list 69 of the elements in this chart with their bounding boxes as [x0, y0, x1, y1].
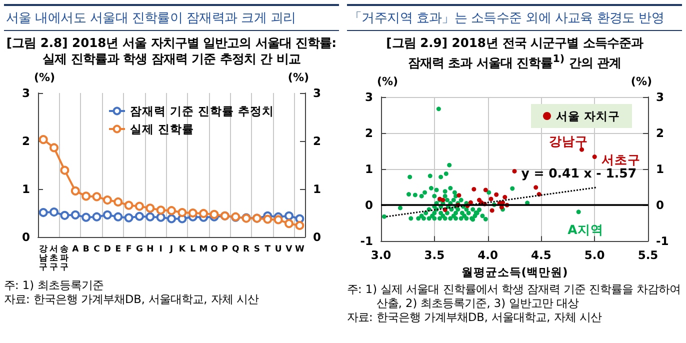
text: 자료: 한국은행 가계부채DB, 서울대학교, 자체 시산	[347, 311, 603, 326]
annotation: A지역	[568, 222, 604, 238]
x-tick-label: F	[126, 244, 132, 254]
y-tick-label: 3	[364, 90, 373, 104]
x-tick-label: L	[190, 244, 196, 254]
y2-tick-label: 3	[313, 86, 322, 100]
chart-subtitle: [그림 2.8] 2018년 서울 자치구별 일반고의 서울대 진학률: 실제 진학률과 학생 잠재력 기준 추정치 간 비교	[5, 35, 338, 67]
x-tick-label: R	[242, 244, 250, 254]
chart-subtitle: [그림 2.9] 2018년 전국 시군구별 소득수준과 잠재력 초과 서울대 진학률$^{1)}$ 간의 관계	[385, 35, 644, 72]
x-tick-label: 5.0	[584, 248, 605, 262]
x-tick-label: G	[136, 244, 143, 254]
x-tick-label: 4.5	[531, 248, 552, 262]
x-tick-label: 강남구	[38, 244, 48, 272]
y2-tick-label: 1	[656, 162, 664, 176]
x-tick-label: K	[178, 244, 186, 254]
y2-tick-label: 3	[656, 90, 664, 104]
y-tick-label: 0	[364, 198, 373, 212]
x-tick-label: E	[115, 244, 122, 254]
legend-label: 잠재력 기준 진학률 추정치	[130, 104, 274, 118]
x-tick-label: M	[199, 244, 208, 254]
x-tick-label: Q	[232, 244, 240, 254]
x-tick-label: 서초구	[50, 244, 59, 272]
y2-tick-label: 0	[313, 230, 322, 244]
y-tick-label: 2	[364, 126, 373, 140]
x-tick-label: S	[254, 244, 260, 254]
y2-tick-label: 2	[313, 134, 322, 148]
x-tick-label: 5.5	[638, 248, 658, 262]
annotation: 서초구	[602, 152, 641, 167]
x-tick-label: J	[168, 244, 174, 254]
annotation: 강남구	[548, 134, 588, 149]
text: 주: 1) 실제 서울대 진학률에서 학생 잠재력 기준 진학률을 차감하여 산출, 2) 최초등록기준, 3) 일반고만 대상	[347, 283, 682, 312]
x-tick-label: V	[286, 244, 293, 254]
y-tick-label: -1	[360, 234, 373, 248]
annotation: y = 0.41 x - 1.57	[521, 166, 637, 181]
chart-title: 서울 내에서도 서울대 진학률이 잠재력과 크게 괴리	[4, 4, 339, 31]
text: 주: 1) 최초등록기준	[4, 279, 105, 293]
legend-label: 서울 자치구	[556, 109, 620, 124]
x-tick-label: A	[72, 244, 80, 254]
x-tick-label: I	[159, 244, 162, 254]
x-tick-label: P	[222, 244, 228, 254]
y2-tick-label: 0	[656, 198, 664, 212]
x-tick-label: 송파구	[60, 244, 70, 272]
x-tick-label: 3.0	[370, 248, 392, 262]
y2-tick-label: -1	[656, 234, 669, 248]
x-tick-label: T	[264, 244, 271, 254]
x-tick-label: 4.0	[478, 248, 498, 262]
x-tick-label: B	[82, 244, 90, 254]
x-tick-label: 3.5	[424, 248, 445, 262]
x-tick-label: O	[210, 244, 218, 254]
y-tick-label: 2	[22, 134, 30, 148]
y-tick-label: 3	[22, 86, 30, 100]
y2-tick-label: 2	[656, 126, 664, 140]
x-tick-label: D	[104, 244, 111, 254]
y-axis-title: (%)	[377, 75, 398, 88]
y-tick-label: 0	[22, 230, 30, 244]
y2-axis-title: (%)	[288, 71, 309, 84]
x-axis-title: 월평균소득(백만원)	[461, 265, 568, 280]
x-tick-label: U	[274, 244, 282, 254]
y-tick-label: 1	[22, 182, 30, 196]
y-tick-label: 1	[364, 162, 373, 176]
y2-axis-title: (%)	[630, 75, 652, 88]
x-tick-label: W	[294, 244, 305, 254]
x-tick-label: H	[146, 244, 154, 254]
text: 자료: 한국은행 가계부채DB, 서울대학교, 자체 시산	[4, 293, 260, 307]
y2-tick-label: 1	[313, 182, 322, 196]
x-tick-label: C	[94, 244, 100, 254]
legend-label: 실제 진학률	[130, 122, 194, 136]
y-axis-title: (%)	[34, 71, 56, 84]
chart-title: 「거주지역 효과」는 소득수준 외에 사교육 환경도 반영	[347, 4, 682, 31]
